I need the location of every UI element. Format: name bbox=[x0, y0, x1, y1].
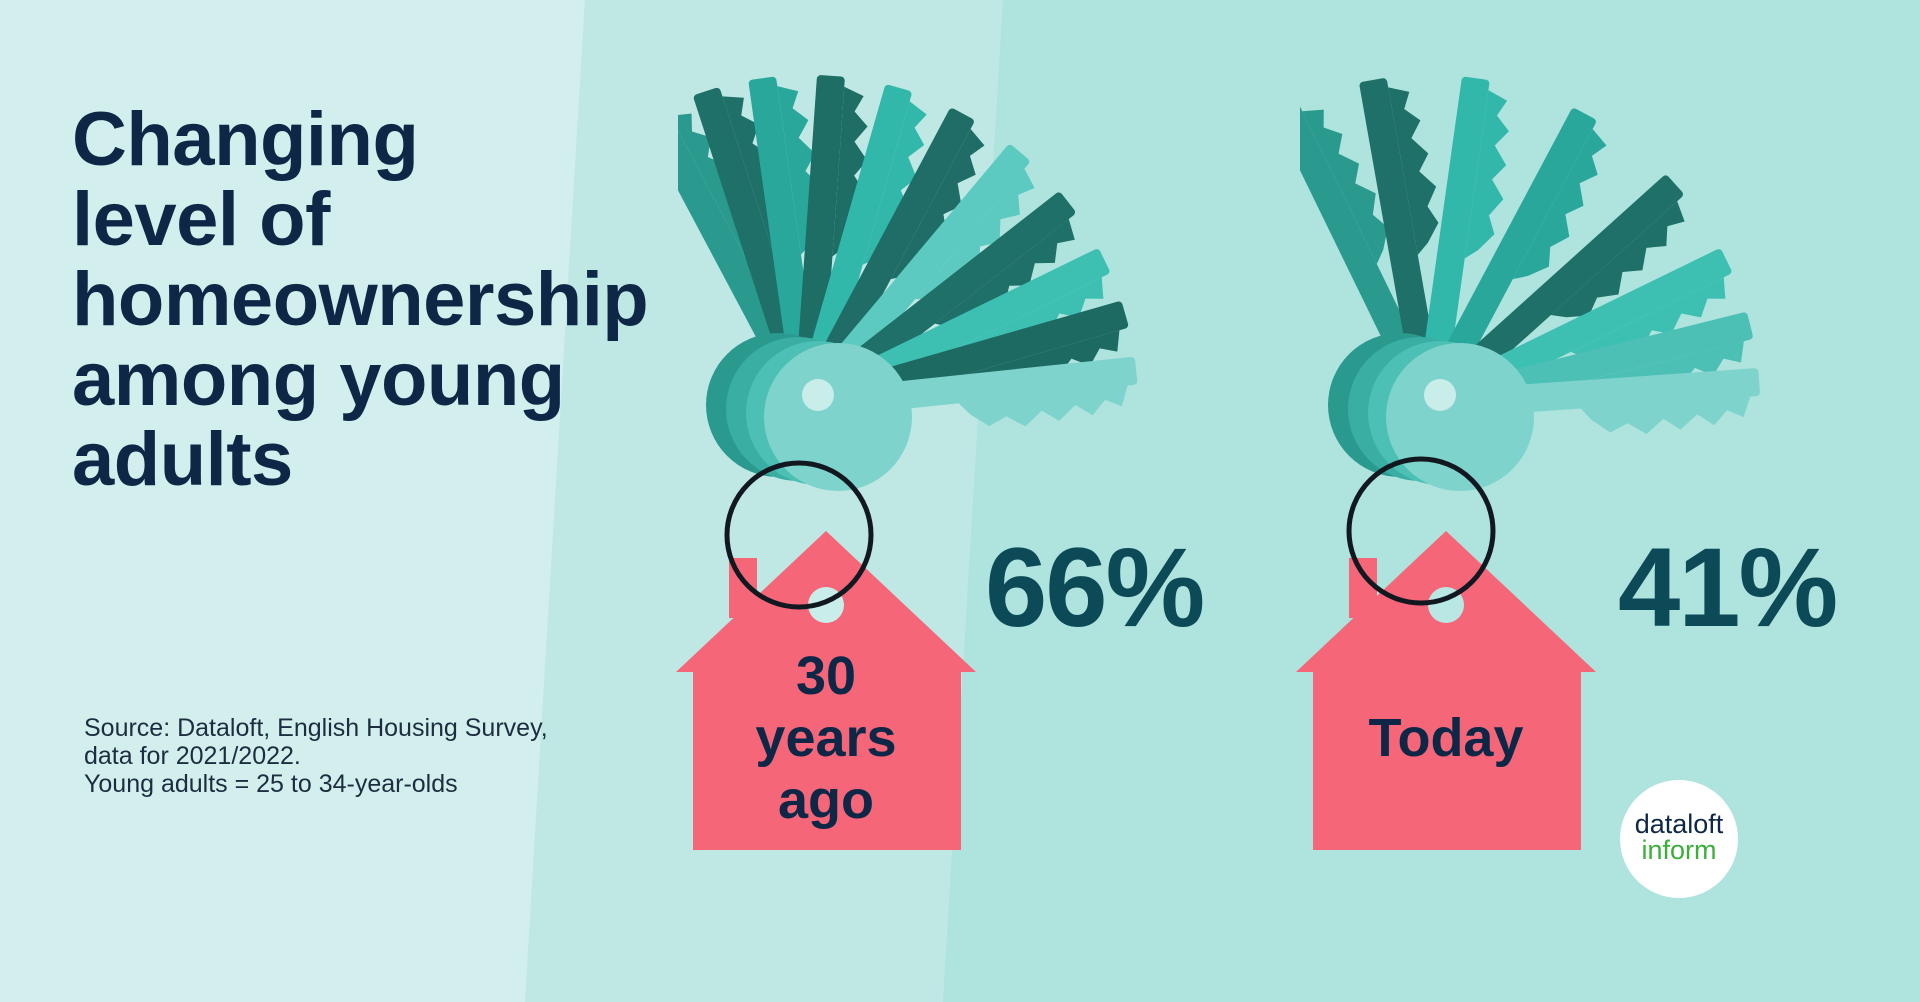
title-line: Changing bbox=[72, 97, 419, 182]
logo-text-dataloft: dataloft bbox=[1634, 809, 1724, 839]
tag-label-line: ago bbox=[777, 770, 874, 830]
tag-label-today: Today bbox=[1368, 708, 1524, 768]
title-line: level of bbox=[72, 177, 330, 262]
source-line: Source: Dataloft, English Housing Survey… bbox=[84, 714, 548, 742]
house-keyring-tag-today: Today bbox=[1296, 455, 1596, 855]
title-line: among young bbox=[72, 337, 565, 422]
house-keyring-tag-past: 30 years ago bbox=[676, 455, 976, 855]
title-line: homeownership bbox=[72, 257, 649, 342]
key-bunch-icon bbox=[678, 72, 1141, 491]
key-bunch-icon bbox=[1300, 72, 1763, 491]
title-line: adults bbox=[72, 417, 293, 502]
percent-past: 66% bbox=[985, 525, 1205, 650]
source-line: Young adults = 25 to 34-year-olds bbox=[84, 770, 458, 798]
house-keyring-icon bbox=[676, 460, 976, 850]
source-note: Source: Dataloft, English Housing Survey… bbox=[84, 714, 644, 798]
tag-label-past: 30 years ago bbox=[676, 645, 976, 831]
tag-label-line: years bbox=[755, 708, 897, 768]
dataloft-logo: dataloft inform bbox=[1620, 780, 1738, 898]
tag-label-line: 30 bbox=[795, 646, 857, 706]
logo-text-inform: inform bbox=[1641, 835, 1717, 865]
percent-today: 41% bbox=[1618, 525, 1838, 650]
source-line: data for 2021/2022. bbox=[84, 742, 301, 770]
page-title: Changing level of homeownership among yo… bbox=[72, 100, 712, 500]
house-keyring-icon bbox=[1296, 456, 1596, 850]
